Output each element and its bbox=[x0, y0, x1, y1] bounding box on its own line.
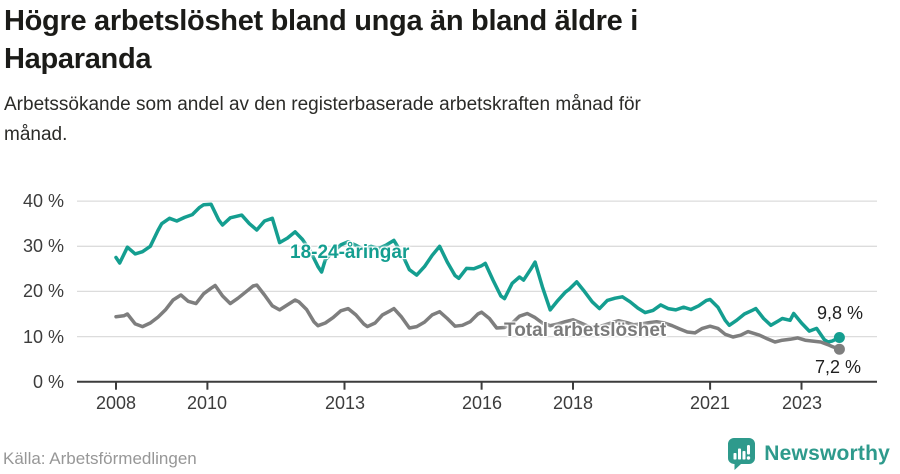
x-tick-label: 2013 bbox=[324, 393, 366, 413]
series-label-total: Total arbetslöshet bbox=[504, 320, 667, 341]
page-subtitle-line1: Arbetssökande som andel av den registerb… bbox=[4, 94, 641, 115]
y-tick-label: 30 % bbox=[22, 236, 64, 256]
x-tick-label: 2008 bbox=[95, 393, 137, 413]
series-end-dot-0 bbox=[833, 332, 845, 343]
x-tick-label: 2016 bbox=[461, 393, 503, 413]
x-tick-label: 2021 bbox=[689, 393, 731, 413]
y-tick-label: 20 % bbox=[22, 281, 64, 301]
series-line-1 bbox=[114, 283, 842, 351]
y-tick-label: 0 % bbox=[32, 372, 64, 392]
page-subtitle-line2: månad. bbox=[4, 124, 68, 145]
newsworthy-bubble-icon bbox=[728, 438, 756, 470]
x-tick-label: 2010 bbox=[186, 393, 228, 413]
newsworthy-logo: Newsworthy bbox=[727, 437, 890, 470]
newsworthy-wordmark: Newsworthy bbox=[764, 441, 890, 465]
series-end-dot-1 bbox=[833, 343, 845, 355]
series-label-young: 18-24-åringar bbox=[290, 242, 410, 263]
y-tick-label: 10 % bbox=[22, 327, 64, 347]
page-title-line2: Haparanda bbox=[4, 43, 152, 75]
page-title: Högre arbetslöshet bland unga än bland ä… bbox=[4, 2, 884, 78]
series-line-0 bbox=[114, 202, 842, 344]
y-tick-label: 40 % bbox=[22, 191, 64, 211]
x-tick-label: 2018 bbox=[552, 393, 594, 413]
end-value-label-young: 9,8 % bbox=[817, 303, 864, 323]
page-title-line1: Högre arbetslöshet bland unga än bland ä… bbox=[4, 5, 638, 37]
source-attribution: Källa: Arbetsförmedlingen bbox=[3, 449, 197, 468]
x-tick-label: 2023 bbox=[781, 393, 823, 413]
page-subtitle: Arbetssökande som andel av den registerb… bbox=[4, 90, 884, 150]
end-value-label-total: 7,2 % bbox=[815, 357, 862, 377]
